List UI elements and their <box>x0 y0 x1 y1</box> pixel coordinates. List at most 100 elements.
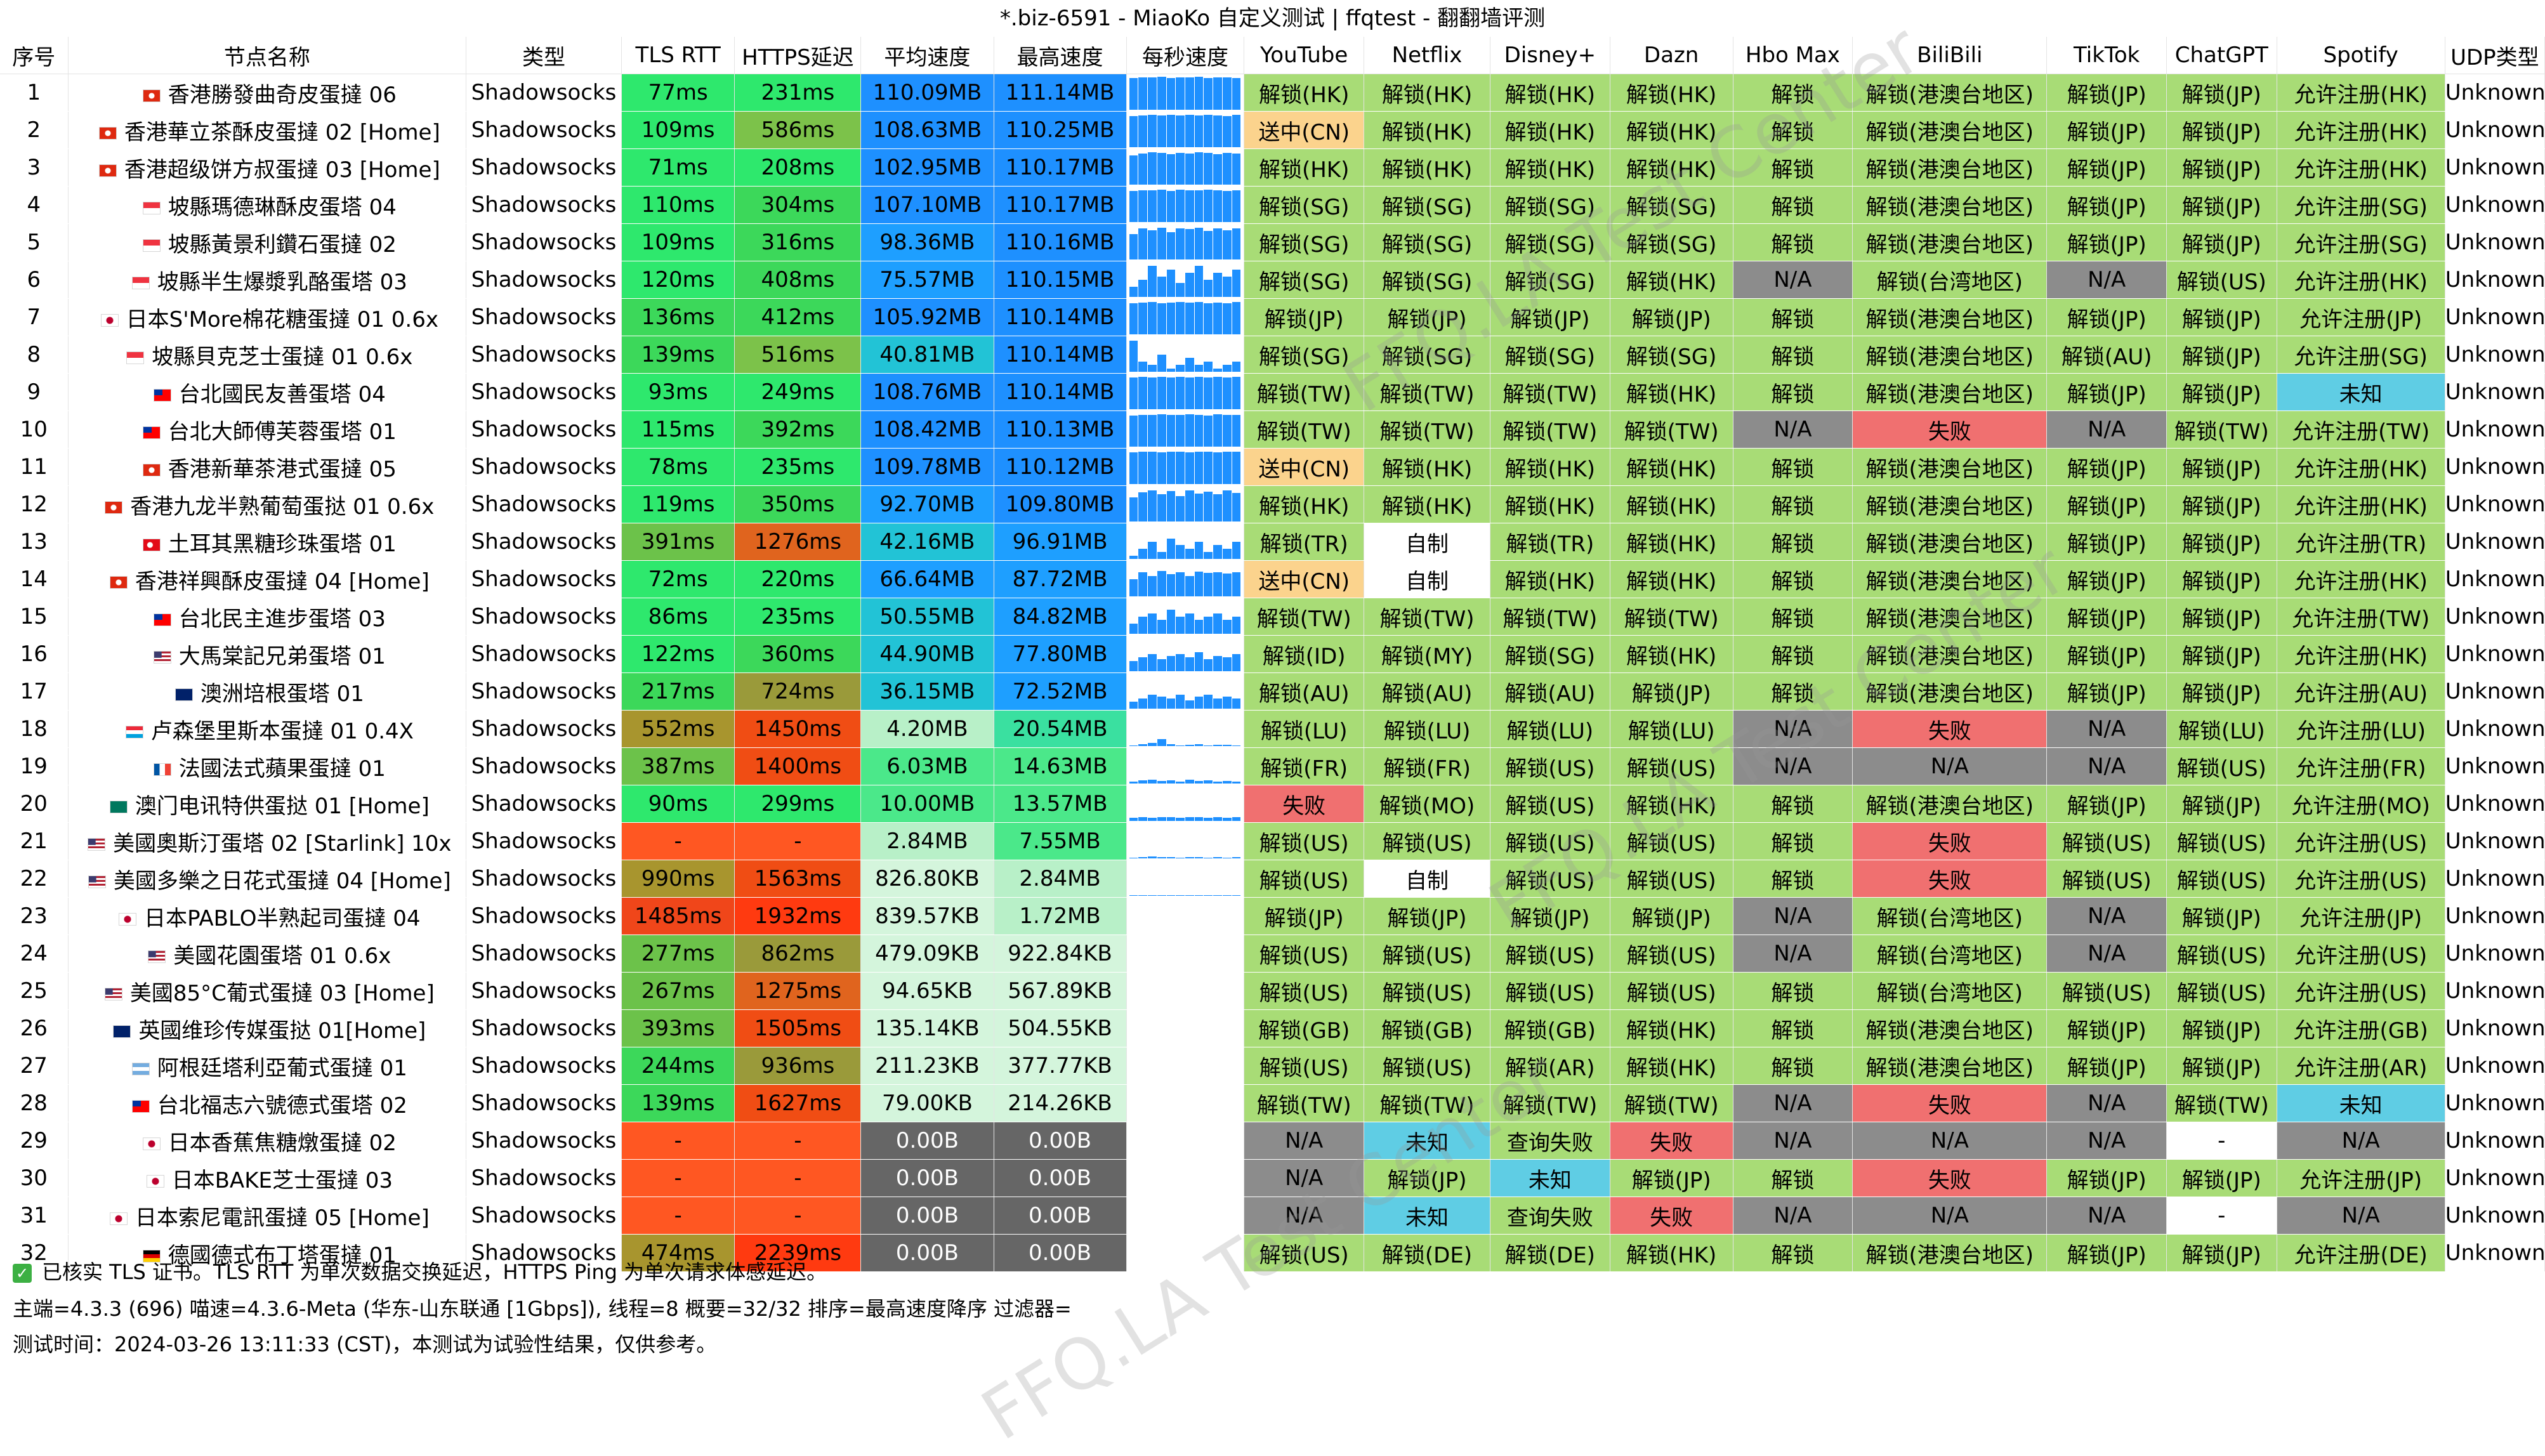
speed-bar <box>1194 302 1204 334</box>
table-row[interactable]: 7 日本S'More棉花糖蛋撻 01 0.6x Shadowsocks 136ms 41… <box>0 298 2545 336</box>
table-row[interactable]: 3 香港超级饼方叔蛋撻 03 [Home] Shadowsocks 71ms 208ms… <box>0 148 2545 187</box>
node-name: 美國奧斯汀蛋塔 02 [Starlink] 10x <box>113 830 452 856</box>
disney-status: 解锁(TW) <box>1490 410 1610 449</box>
col-header-netflix[interactable]: Netflix <box>1364 37 1490 74</box>
table-row[interactable]: 27 阿根廷塔利亞葡式蛋撻 01 Shadowsocks 244ms 936ms 211.… <box>0 1047 2545 1085</box>
table-row[interactable]: 4 坡縣瑪德琳酥皮蛋塔 04 Shadowsocks 110ms 304ms 107.10… <box>0 186 2545 224</box>
node-name: 香港新華茶港式蛋撻 05 <box>168 456 397 482</box>
table-row[interactable]: 24 美國花園蛋塔 01 0.6x Shadowsocks 277ms 862ms 479… <box>0 935 2545 973</box>
table-row[interactable]: 19 法國法式蘋果蛋撻 01 Shadowsocks 387ms 1400ms 6.03M… <box>0 747 2545 785</box>
speed-bar <box>1194 115 1204 147</box>
netflix-status: 解锁(HK) <box>1364 448 1490 486</box>
col-header-max-speed[interactable]: 最高速度 <box>994 37 1127 74</box>
table-row[interactable]: 28 台北福志六號德式蛋塔 02 Shadowsocks 139ms 1627ms 79.… <box>0 1084 2545 1122</box>
dazn-status: 解锁(SG) <box>1610 336 1733 374</box>
col-header-type[interactable]: 类型 <box>466 37 622 74</box>
dazn-status: 失败 <box>1610 1197 1733 1235</box>
chatgpt-status: 解锁(JP) <box>2166 598 2277 636</box>
tls-rtt: 109ms <box>621 223 735 261</box>
table-row[interactable]: 15 台北民主進步蛋塔 03 Shadowsocks 86ms 235ms 50.55MB… <box>0 598 2545 636</box>
netflix-status: 解锁(US) <box>1364 972 1490 1010</box>
speed-bar <box>1204 895 1213 896</box>
chatgpt-status: - <box>2166 1197 2277 1235</box>
col-header-node-name[interactable]: 节点名称 <box>68 37 467 74</box>
col-header-bilibili[interactable]: BiliBili <box>1852 37 2048 74</box>
table-row[interactable]: 9 台北國民友善蛋塔 04 Shadowsocks 93ms 249ms 108.76MB… <box>0 373 2545 411</box>
table-row[interactable]: 29 日本香蕉焦糖燉蛋撻 02 Shadowsocks - -0.00B 0.00B N/A… <box>0 1122 2545 1160</box>
flag-jp-icon <box>119 913 137 926</box>
table-row[interactable]: 23 日本PABLO半熟起司蛋撻 04 Shadowsocks 1485ms 1932m… <box>0 897 2545 935</box>
youtube-status: N/A <box>1244 1197 1365 1235</box>
table-row[interactable]: 32 德國德式布丁塔蛋撻 01 Shadowsocks 474ms 2239ms 0.00… <box>0 1234 2545 1272</box>
col-header-udp-type[interactable]: UDP类型 <box>2445 37 2545 74</box>
table-row[interactable]: 26 英國维珍传媒蛋挞 01[Home] Shadowsocks 393ms 1505m… <box>0 1009 2545 1047</box>
speed-bar <box>1129 377 1138 409</box>
col-header-avg-speed[interactable]: 平均速度 <box>860 37 994 74</box>
speed-bar <box>1222 276 1232 297</box>
per-second-speed-chart <box>1126 598 1245 636</box>
table-row[interactable]: 2 香港華立茶酥皮蛋撻 02 [Home] Shadowsocks 109ms 586m… <box>0 111 2545 149</box>
col-header-tiktok[interactable]: TikTok <box>2046 37 2167 74</box>
node-name: 香港華立茶酥皮蛋撻 02 [Home] <box>124 119 440 145</box>
hbo-max-status: 解锁 <box>1733 860 1853 898</box>
tls-rtt: 552ms <box>621 710 735 748</box>
speed-bar <box>1176 781 1185 784</box>
col-header-dazn[interactable]: Dazn <box>1610 37 1733 74</box>
col-header-tls-rtt[interactable]: TLS RTT <box>621 37 735 74</box>
col-header-https-delay[interactable]: HTTPS延迟 <box>734 37 862 74</box>
table-row[interactable]: 11 香港新華茶港式蛋撻 05 Shadowsocks 78ms 235ms 109.78… <box>0 448 2545 486</box>
youtube-status: 解锁(SG) <box>1244 336 1365 374</box>
max-speed: 2.84MB <box>994 860 1127 898</box>
col-header-youtube[interactable]: YouTube <box>1244 37 1365 74</box>
col-header-hbo-max[interactable]: Hbo Max <box>1733 37 1853 74</box>
table-row[interactable]: 21 美國奧斯汀蛋塔 02 [Starlink] 10x Shadowsocks - -… <box>0 822 2545 860</box>
chatgpt-status: - <box>2166 1122 2277 1160</box>
node-name: 英國维珍传媒蛋挞 01[Home] <box>138 1018 426 1044</box>
col-header-chatgpt[interactable]: ChatGPT <box>2166 37 2277 74</box>
table-row[interactable]: 10 台北大師傅芙蓉蛋塔 01 Shadowsocks 115ms 392ms 108.4… <box>0 410 2545 449</box>
tiktok-status: 解锁(JP) <box>2046 448 2167 486</box>
speed-bar <box>1138 492 1148 521</box>
youtube-status: 解锁(TW) <box>1244 1084 1365 1122</box>
col-header-disney[interactable]: Disney+ <box>1490 37 1610 74</box>
disney-status: 解锁(HK) <box>1490 448 1610 486</box>
tiktok-status: 解锁(JP) <box>2046 1047 2167 1085</box>
table-row[interactable]: 1 香港勝發曲奇皮蛋撻 06 Shadowsocks 77ms 231ms 110.09M… <box>0 74 2545 112</box>
table-row[interactable]: 8 坡縣貝克芝士蛋撻 01 0.6x Shadowsocks 139ms 516ms 40… <box>0 336 2545 374</box>
table-row[interactable]: 12 香港九龙半熟葡萄蛋挞 01 0.6x Shadowsocks 119ms 350m… <box>0 485 2545 523</box>
table-row[interactable]: 22 美國多樂之日花式蛋撻 04 [Home] Shadowsocks 990ms 15… <box>0 860 2545 898</box>
table-row[interactable]: 25 美國85°C葡式蛋撻 03 [Home] Shadowsocks 267ms 12… <box>0 972 2545 1010</box>
speed-bar <box>1213 655 1222 671</box>
row-index: 19 <box>0 747 69 785</box>
speed-bar <box>1194 266 1204 297</box>
speed-bar <box>1213 154 1222 185</box>
node-name-cell: 美國奧斯汀蛋塔 02 [Starlink] 10x <box>68 822 467 860</box>
speed-bar <box>1213 895 1222 896</box>
netflix-status: 未知 <box>1364 1197 1490 1235</box>
tls-rtt: 110ms <box>621 186 735 224</box>
table-row[interactable]: 17 澳洲培根蛋塔 01 Shadowsocks 217ms 724ms 36.15MB 7… <box>0 672 2545 711</box>
table-row[interactable]: 20 澳门电讯特供蛋挞 01 [Home] Shadowsocks 90ms 299ms… <box>0 785 2545 823</box>
proxy-type: Shadowsocks <box>466 410 622 449</box>
col-header-index[interactable]: 序号 <box>0 37 69 74</box>
table-row[interactable]: 6 坡縣半生爆漿乳酪蛋塔 03 Shadowsocks 120ms 408ms 75.57… <box>0 261 2545 299</box>
table-row[interactable]: 16 大馬棠記兄弟蛋塔 01 Shadowsocks 122ms 360ms 44.90M… <box>0 635 2545 673</box>
speed-bar <box>1157 895 1166 896</box>
table-row[interactable]: 5 坡縣黃景利鑽石蛋撻 02 Shadowsocks 109ms 316ms 98.36M… <box>0 223 2545 261</box>
chatgpt-status: 解锁(JP) <box>2166 635 2277 673</box>
col-header-per-second-speed[interactable]: 每秒速度 <box>1126 37 1245 74</box>
table-row[interactable]: 18 卢森堡里斯本蛋撻 01 0.4X Shadowsocks 552ms 1450ms… <box>0 710 2545 748</box>
per-second-speed-chart <box>1126 336 1245 374</box>
speed-bar <box>1213 302 1222 334</box>
max-speed: 0.00B <box>994 1197 1127 1235</box>
table-row[interactable]: 30 日本BAKE芝士蛋撻 03 Shadowsocks - -0.00B 0.00B N/… <box>0 1159 2545 1197</box>
netflix-status: 自制 <box>1364 860 1490 898</box>
speed-bar <box>1148 575 1157 596</box>
youtube-status: 解锁(TR) <box>1244 523 1365 561</box>
table-row[interactable]: 31 日本索尼電訊蛋撻 05 [Home] Shadowsocks - -0.00B 0.… <box>0 1197 2545 1235</box>
udp-type: Unknown <box>2445 1159 2545 1197</box>
table-row[interactable]: 14 香港祥興酥皮蛋撻 04 [Home] Shadowsocks 72ms 220ms… <box>0 560 2545 598</box>
row-index: 27 <box>0 1047 69 1085</box>
col-header-spotify[interactable]: Spotify <box>2277 37 2445 74</box>
table-row[interactable]: 13 土耳其黑糖珍珠蛋塔 01 Shadowsocks 391ms 1276ms 42.1… <box>0 523 2545 561</box>
